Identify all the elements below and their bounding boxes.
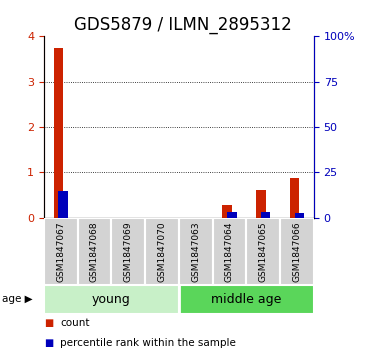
Text: count: count (60, 318, 90, 328)
Text: GSM1847067: GSM1847067 (56, 221, 65, 282)
Bar (77, 218, 111, 285)
Bar (212, 218, 246, 285)
Text: GSM1847066: GSM1847066 (292, 221, 301, 282)
Text: age ▶: age ▶ (2, 294, 32, 305)
Bar (54, 48, 63, 218)
Bar (295, 213, 304, 218)
Text: GSM1847064: GSM1847064 (225, 221, 234, 282)
Text: GSM1847068: GSM1847068 (90, 221, 99, 282)
Bar (44, 285, 179, 314)
Text: young: young (92, 293, 131, 306)
Text: GSM1847063: GSM1847063 (191, 221, 200, 282)
Text: middle age: middle age (211, 293, 281, 306)
Text: ■: ■ (44, 318, 53, 328)
Bar (280, 218, 314, 285)
Bar (145, 218, 179, 285)
Bar (246, 218, 280, 285)
Text: GSM1847069: GSM1847069 (124, 221, 133, 282)
Text: percentile rank within the sample: percentile rank within the sample (60, 338, 236, 348)
Text: ■: ■ (44, 338, 53, 348)
Bar (179, 285, 314, 314)
Text: GSM1847070: GSM1847070 (157, 221, 166, 282)
Bar (227, 212, 237, 218)
Text: GDS5879 / ILMN_2895312: GDS5879 / ILMN_2895312 (74, 16, 291, 34)
Bar (58, 191, 68, 218)
Bar (261, 212, 270, 218)
Bar (44, 218, 77, 285)
Text: GSM1847065: GSM1847065 (259, 221, 268, 282)
Bar (290, 178, 299, 218)
Bar (256, 189, 266, 218)
Bar (111, 218, 145, 285)
Bar (222, 205, 232, 218)
Bar (179, 218, 212, 285)
